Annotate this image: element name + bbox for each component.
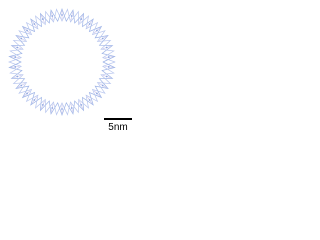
node: [88, 99, 91, 101]
node: [96, 29, 98, 32]
node: [51, 15, 54, 17]
node: [61, 14, 63, 16]
node: [88, 23, 91, 25]
node: [107, 56, 110, 58]
node: [26, 29, 28, 32]
node: [26, 92, 28, 95]
image: 5nm: [0, 0, 140, 137]
node: [101, 37, 104, 40]
page: {"scale_bar": {"label": "5nm"}} 5nm (() …: [0, 0, 140, 137]
node: [101, 84, 104, 87]
node: [96, 92, 98, 95]
node: [16, 46, 19, 49]
node: [105, 46, 108, 49]
node: [80, 18, 83, 20]
background: [0, 0, 140, 137]
node: [14, 56, 17, 58]
node: [70, 107, 73, 109]
node: [105, 75, 108, 78]
node: [107, 66, 110, 68]
strand: [8, 7, 116, 117]
node: [33, 23, 36, 25]
node: [20, 37, 23, 40]
node: [80, 104, 83, 106]
node: [70, 15, 73, 17]
node: [41, 104, 44, 106]
node: [51, 107, 54, 109]
scale-bar-label: 5nm: [108, 122, 127, 133]
molecular-ring: [7, 7, 116, 117]
node: [61, 108, 63, 110]
node: [41, 18, 44, 20]
node: [33, 99, 36, 101]
node: [20, 84, 23, 87]
node: [14, 66, 17, 68]
strand: [7, 8, 116, 116]
node: [16, 75, 19, 78]
